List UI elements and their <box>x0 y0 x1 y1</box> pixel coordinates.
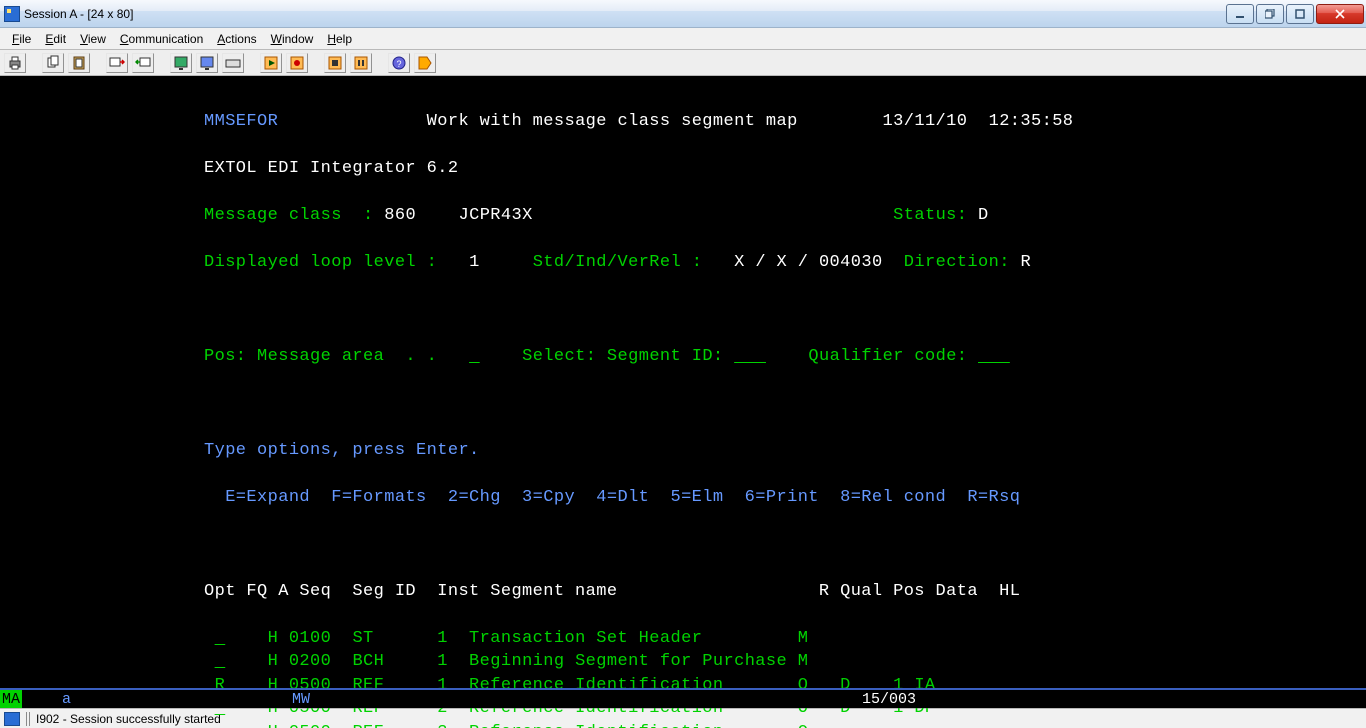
window-titlebar: Session A - [24 x 80] <box>0 0 1366 28</box>
msg-area-input[interactable] <box>469 347 480 366</box>
toolbar: ? <box>0 50 1366 76</box>
screen-time: 12:35:58 <box>989 112 1074 131</box>
menu-view[interactable]: View <box>74 31 112 47</box>
table-row: H 0500 REF 3 Reference Identification O <box>0 721 1366 728</box>
opt-input[interactable] <box>215 627 226 651</box>
menu-edit[interactable]: Edit <box>39 31 72 47</box>
oia-cursor-pos: 15/003 <box>862 691 916 708</box>
oia-line: MA a MW 15/003 <box>0 688 1366 708</box>
screen-date: 13/11/10 <box>883 112 968 131</box>
msg-class-line: Message class : 860 JCPR43X Status: D <box>0 204 1366 228</box>
menu-help[interactable]: Help <box>321 31 358 47</box>
tb-keyboard-icon[interactable] <box>222 53 244 73</box>
tb-paste-icon[interactable] <box>68 53 90 73</box>
titlebar-left: Session A - [24 x 80] <box>4 6 133 22</box>
minimize-button[interactable] <box>1226 4 1254 24</box>
segment-id-input[interactable] <box>734 347 766 366</box>
menu-file[interactable]: File <box>6 31 37 47</box>
tb-tag-icon[interactable] <box>414 53 436 73</box>
qualifier-input[interactable] <box>978 347 1010 366</box>
tb-copy-icon[interactable] <box>42 53 64 73</box>
opt-input[interactable] <box>215 721 226 728</box>
options-legend: E=Expand F=Formats 2=Chg 3=Cpy 4=Dlt 5=E… <box>0 486 1366 510</box>
menu-window[interactable]: Window <box>265 31 320 47</box>
tb-macro-rec-icon[interactable] <box>286 53 308 73</box>
restore-button[interactable] <box>1256 4 1284 24</box>
column-headings: Opt FQ A Seq Seg ID Inst Segment name R … <box>0 580 1366 604</box>
program-id: MMSEFOR <box>204 112 278 131</box>
window-title: Session A - [24 x 80] <box>24 7 133 21</box>
segment-table: H 0100 ST 1 Transaction Set Header M H 0… <box>0 627 1366 728</box>
window-buttons <box>1224 4 1364 24</box>
tb-screen2-icon[interactable] <box>196 53 218 73</box>
menu-communication[interactable]: Communication <box>114 31 209 47</box>
menubar: FileEditViewCommunicationActionsWindowHe… <box>0 28 1366 50</box>
screen-header: MMSEFOR Work with message class segment … <box>0 110 1366 134</box>
tb-screen1-icon[interactable] <box>170 53 192 73</box>
tb-macro-play-icon[interactable] <box>260 53 282 73</box>
oia-mw: MW <box>292 691 310 708</box>
pos-select-line: Pos: Message area . . Select: Segment ID… <box>0 345 1366 369</box>
blank-line-1 <box>0 298 1366 322</box>
menu-actions[interactable]: Actions <box>211 31 262 47</box>
loop-level-line: Displayed loop level : 1 Std/Ind/VerRel … <box>0 251 1366 275</box>
blank-line-2 <box>0 392 1366 416</box>
tb-macro-stop-icon[interactable] <box>324 53 346 73</box>
screen-title: Work with message class segment map <box>427 112 798 131</box>
tb-print-icon[interactable] <box>4 53 26 73</box>
close-button[interactable] <box>1316 4 1364 24</box>
tb-send-icon[interactable] <box>106 53 128 73</box>
tb-receive-icon[interactable] <box>132 53 154 73</box>
tb-help-icon[interactable]: ? <box>388 53 410 73</box>
tb-macro-pause-icon[interactable] <box>350 53 372 73</box>
oia-online: a <box>62 691 71 708</box>
opt-input[interactable] <box>215 650 226 674</box>
table-row: H 0100 ST 1 Transaction Set Header M <box>0 627 1366 651</box>
svg-text:?: ? <box>396 59 401 69</box>
blank-line-3 <box>0 533 1366 557</box>
terminal-screen[interactable]: MMSEFOR Work with message class segment … <box>0 76 1366 688</box>
app-icon <box>4 6 20 22</box>
product-line: EXTOL EDI Integrator 6.2 <box>0 157 1366 181</box>
table-row: H 0200 BCH 1 Beginning Segment for Purch… <box>0 650 1366 674</box>
type-options-prompt: Type options, press Enter. <box>0 439 1366 463</box>
oia-code: MA <box>0 690 22 708</box>
maximize-button[interactable] <box>1286 4 1314 24</box>
